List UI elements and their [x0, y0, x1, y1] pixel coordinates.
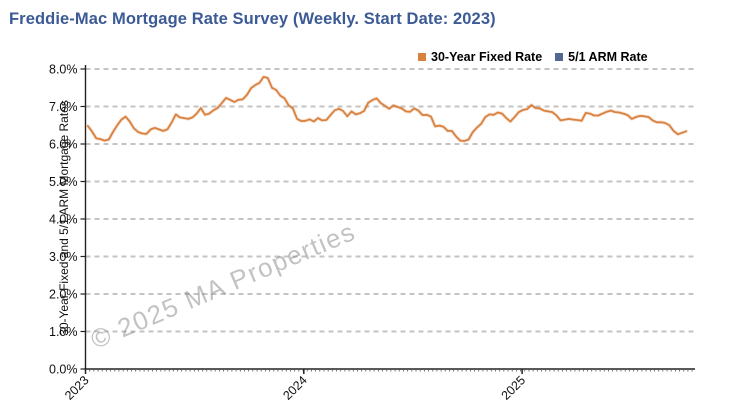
x-tick-label: 2023: [62, 373, 92, 403]
x-tick-label: 2025: [499, 373, 529, 403]
y-tick-label: 5.0%: [49, 175, 78, 189]
arm-rate-legend-marker-icon: [555, 53, 564, 61]
y-tick-label: 3.0%: [49, 250, 78, 264]
y-tick-label: 0.0%: [49, 363, 78, 377]
arm-rate-legend-label: 5/1 ARM Rate: [568, 50, 648, 64]
y-tick-label: 4.0%: [49, 213, 78, 227]
fixed-rate-legend-label: 30-Year Fixed Rate: [431, 50, 543, 64]
y-axis-title: 30-Year Fixed and 5/1 ARM Mortgage Rates: [57, 100, 71, 336]
y-tick-label: 6.0%: [49, 138, 78, 152]
fixed-rate-legend-marker-icon: [418, 53, 426, 61]
legend-item-arm-rate: 5/1 ARM Rate: [555, 50, 648, 64]
legend-item-fixed-rate: 30-Year Fixed Rate: [418, 50, 542, 64]
fixed-rate-line: [87, 76, 688, 142]
legend: 30-Year Fixed Rate 5/1 ARM Rate: [418, 49, 648, 65]
x-tick-label: 2024: [280, 373, 310, 403]
y-tick-label: 8.0%: [49, 63, 78, 77]
y-tick-label: 7.0%: [49, 100, 78, 114]
fixed-rate-line-halo: [86, 75, 689, 143]
y-tick-label: 2.0%: [49, 288, 78, 302]
chart-title: Freddie-Mac Mortgage Rate Survey (Weekly…: [9, 10, 496, 28]
y-tick-label: 1.0%: [49, 325, 78, 339]
